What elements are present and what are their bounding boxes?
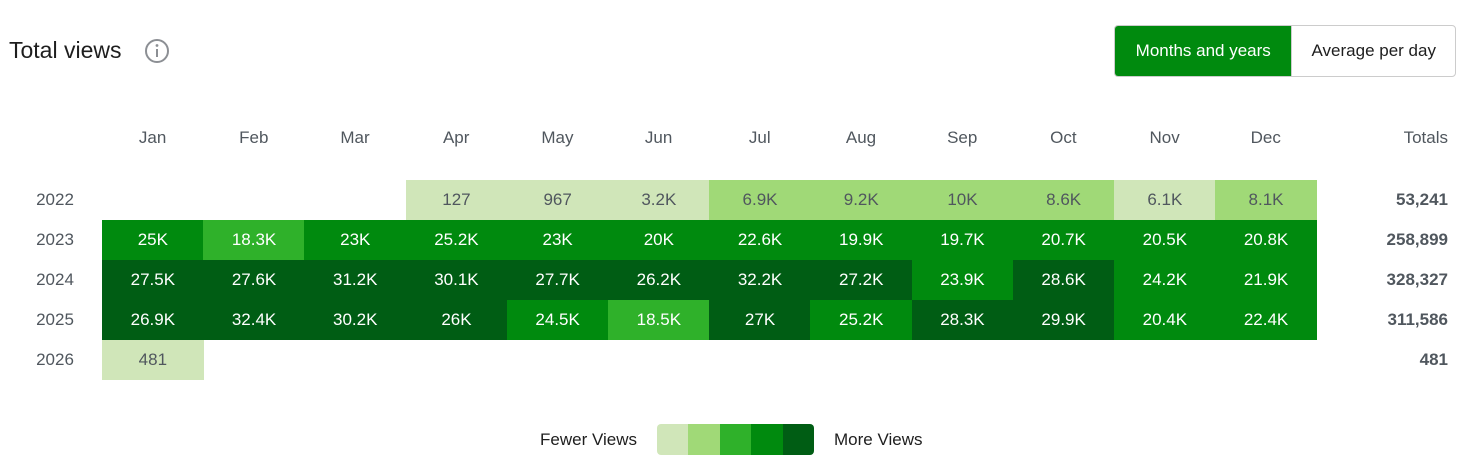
row-year: 2022	[36, 190, 74, 209]
heat-cell: 22.4K	[1215, 300, 1317, 340]
column-header: Mar	[340, 128, 370, 147]
heat-cell: 32.2K	[709, 260, 811, 300]
heat-cell: 27.7K	[506, 260, 609, 300]
heat-cell: 127	[405, 180, 508, 220]
column-header: Jun	[644, 128, 673, 147]
heat-cell: 24.5K	[506, 300, 609, 340]
heat-cell: 26.9K	[102, 300, 204, 340]
legend-fewer: Fewer Views	[540, 430, 637, 449]
heat-cell: 3.2K	[608, 180, 710, 220]
heat-cell: 8.1K	[1215, 180, 1317, 220]
legend-more: More Views	[834, 430, 923, 449]
column-header: Jan	[138, 128, 167, 147]
heat-cell: 27.6K	[203, 260, 305, 300]
heat-cell: 20K	[608, 220, 710, 260]
heat-cell: 481	[102, 340, 204, 380]
row-total: 53,241	[1396, 190, 1448, 209]
totals-header: Totals	[1403, 128, 1448, 147]
heat-cell: 30.1K	[405, 260, 508, 300]
column-header: Sep	[947, 128, 978, 147]
row-year: 2023	[36, 230, 74, 249]
heat-cell: 6.1K	[1114, 180, 1216, 220]
heat-cell: 30.2K	[304, 300, 407, 340]
heat-cell: 28.6K	[1012, 260, 1115, 300]
tab[interactable]: Average per day	[1291, 26, 1455, 76]
heat-cell: 18.5K	[608, 300, 710, 340]
heat-cell: 19.9K	[810, 220, 913, 260]
row-year: 2025	[36, 310, 74, 329]
heat-cell: 8.6K	[1012, 180, 1115, 220]
heat-cell: 27K	[709, 300, 811, 340]
column-header: Feb	[239, 128, 269, 147]
column-header: Apr	[442, 128, 470, 147]
heat-cell: 21.9K	[1215, 260, 1317, 300]
heat-cell: 20.4K	[1114, 300, 1216, 340]
column-header: Nov	[1149, 128, 1180, 147]
heat-cell: 29.9K	[1012, 300, 1115, 340]
heat-cell: 6.9K	[709, 180, 811, 220]
heat-cell: 20.5K	[1114, 220, 1216, 260]
heat-cell: 27.5K	[102, 260, 204, 300]
heat-cell: 20.7K	[1012, 220, 1115, 260]
column-header: Aug	[845, 128, 877, 147]
column-header: Dec	[1250, 128, 1281, 147]
heat-cell: 25.2K	[810, 300, 913, 340]
heat-cell: 10K	[911, 180, 1014, 220]
legend-scale	[657, 424, 814, 455]
heat-cell: 26K	[405, 300, 508, 340]
column-header: May	[541, 128, 574, 147]
heat-cell: 25.2K	[405, 220, 508, 260]
tab[interactable]: Months and years	[1115, 26, 1292, 76]
heat-cell: 18.3K	[203, 220, 305, 260]
heat-cell: 28.3K	[911, 300, 1014, 340]
legend-swatch	[751, 424, 783, 455]
heat-cell: 24.2K	[1114, 260, 1216, 300]
heat-cell: 23.9K	[911, 260, 1014, 300]
heat-cell: 25K	[102, 220, 204, 260]
heat-cell: 23K	[506, 220, 609, 260]
row-total: 311,586	[1387, 310, 1448, 329]
row-year: 2026	[36, 350, 74, 369]
heat-cell: 27.2K	[810, 260, 913, 300]
column-header: Jul	[748, 128, 771, 147]
tab-group: Months and years Average per day	[1114, 25, 1456, 77]
heat-cell: 967	[506, 180, 609, 220]
legend-swatch	[688, 424, 720, 455]
legend-swatch	[719, 424, 752, 455]
heat-cell: 22.6K	[709, 220, 811, 260]
legend-swatch	[657, 424, 689, 455]
column-header: Oct	[1050, 128, 1077, 147]
row-total: 481	[1419, 350, 1448, 369]
info-icon[interactable]	[144, 38, 170, 64]
row-total: 258,899	[1386, 230, 1448, 249]
heat-cell: 9.2K	[810, 180, 913, 220]
row-total: 328,327	[1386, 270, 1448, 289]
row-year: 2024	[36, 270, 74, 289]
heat-cell: 20.8K	[1215, 220, 1317, 260]
heat-cell: 31.2K	[304, 260, 407, 300]
title: Total views	[9, 37, 122, 63]
heat-cell: 26.2K	[608, 260, 710, 300]
legend-swatch	[782, 424, 814, 455]
heat-cell: 19.7K	[911, 220, 1014, 260]
heat-cell: 23K	[304, 220, 407, 260]
heat-cell: 32.4K	[203, 300, 305, 340]
